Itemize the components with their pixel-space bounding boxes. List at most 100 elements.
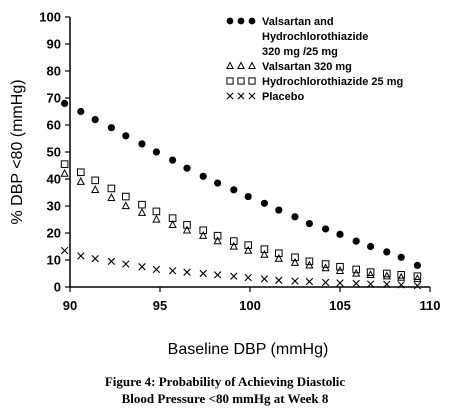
data-point	[77, 107, 85, 116]
data-point	[152, 265, 161, 274]
data-point	[91, 116, 99, 124]
legend-marker	[226, 92, 256, 100]
legend-entry: Valsartan and	[262, 16, 334, 28]
data-point	[275, 249, 283, 258]
data-point	[244, 245, 253, 254]
x-stroke	[237, 92, 245, 100]
legend-marker-glyph	[226, 61, 234, 69]
data-point	[413, 272, 422, 280]
data-point	[366, 268, 375, 276]
x-stroke	[260, 275, 269, 283]
caption-line-1: Figure 4: Probability of Achieving Diast…	[104, 374, 346, 389]
x-stroke	[226, 92, 234, 100]
data-point	[397, 271, 405, 279]
data-point	[213, 236, 222, 245]
data-point	[107, 193, 116, 202]
data-point	[230, 186, 238, 194]
series-3	[60, 246, 422, 290]
x-axis-label: Baseline DBP (mmHg)	[168, 341, 329, 358]
data-point	[168, 267, 177, 275]
data-point	[76, 176, 85, 185]
data-point	[321, 260, 330, 268]
data-point	[91, 185, 100, 193]
data-point	[169, 156, 177, 164]
data-point	[366, 270, 375, 278]
legend-entry: Hydrochlorothiazide 25 mg	[262, 76, 403, 88]
data-point	[275, 206, 283, 214]
data-point	[260, 199, 268, 207]
x-stroke	[230, 272, 238, 280]
data-point	[321, 278, 330, 287]
x-stroke	[122, 260, 130, 268]
data-point	[77, 168, 85, 177]
x-tick-label: 100	[239, 298, 261, 313]
data-point	[305, 219, 313, 228]
data-point	[397, 253, 405, 261]
y-tick-label: 0	[54, 280, 61, 295]
axes	[65, 16, 431, 292]
x-tick-label: 90	[63, 298, 77, 313]
legend-marker-glyph	[248, 77, 256, 85]
data-point	[199, 230, 208, 239]
data-point	[122, 192, 130, 201]
series-0	[61, 99, 421, 269]
x-stroke	[366, 280, 375, 288]
data-point	[122, 132, 130, 140]
data-point	[336, 262, 344, 271]
data-point	[244, 192, 252, 201]
data-point	[138, 200, 146, 209]
data-point	[336, 279, 344, 287]
x-stroke	[107, 257, 116, 266]
data-point	[413, 261, 421, 269]
data-point	[274, 253, 283, 262]
data-point	[168, 220, 177, 229]
figure-caption: Figure 4: Probability of Achieving Diast…	[0, 373, 450, 407]
x-stroke	[336, 279, 344, 287]
x-stroke	[291, 277, 299, 285]
x-stroke	[321, 278, 330, 287]
data-point	[213, 231, 222, 240]
data-point	[367, 242, 375, 251]
data-point	[244, 273, 252, 282]
y-tick-label: 20	[47, 226, 61, 241]
data-point	[397, 272, 406, 281]
legend: Valsartan and Hydrochlorothiazide 320 mg /…	[218, 13, 438, 109]
legend-entry: 320 mg /25 mg	[262, 46, 338, 58]
y-axis-label: % DBP <80 (mmHg)	[9, 79, 26, 224]
data-point	[383, 269, 391, 278]
data-point	[291, 253, 299, 262]
data-point	[107, 257, 116, 266]
x-stroke	[77, 252, 85, 260]
data-point	[107, 124, 115, 132]
x-stroke	[275, 276, 283, 284]
data-point	[275, 276, 283, 284]
data-point	[213, 271, 222, 279]
data-point	[290, 257, 300, 266]
y-tick-label: 90	[47, 37, 61, 52]
data-point	[260, 249, 269, 258]
data-point	[183, 221, 191, 229]
data-point	[260, 245, 269, 253]
legend-marker-glyph	[226, 92, 234, 100]
data-point	[122, 260, 130, 268]
data-point	[229, 241, 238, 250]
data-point	[91, 176, 100, 185]
x-stroke	[91, 254, 99, 263]
data-point	[366, 280, 375, 288]
data-point	[230, 237, 238, 245]
data-point	[183, 164, 191, 172]
data-point	[352, 279, 360, 288]
y-tick-label: 50	[47, 145, 61, 160]
tick-labels: 0 10 20 30 40 50 60 70 80 90 100 90 95 100 105 110	[39, 10, 440, 314]
data-point	[182, 225, 192, 234]
legend-marker-glyph	[237, 92, 245, 100]
legend-entry: Hydrochlorothiazide	[262, 31, 368, 43]
data-point	[152, 207, 161, 216]
x-stroke	[152, 265, 161, 274]
data-point	[60, 160, 69, 168]
data-point	[152, 214, 161, 223]
data-point	[352, 265, 360, 274]
data-point	[60, 246, 69, 255]
data-point	[413, 281, 422, 290]
x-stroke	[213, 271, 222, 279]
